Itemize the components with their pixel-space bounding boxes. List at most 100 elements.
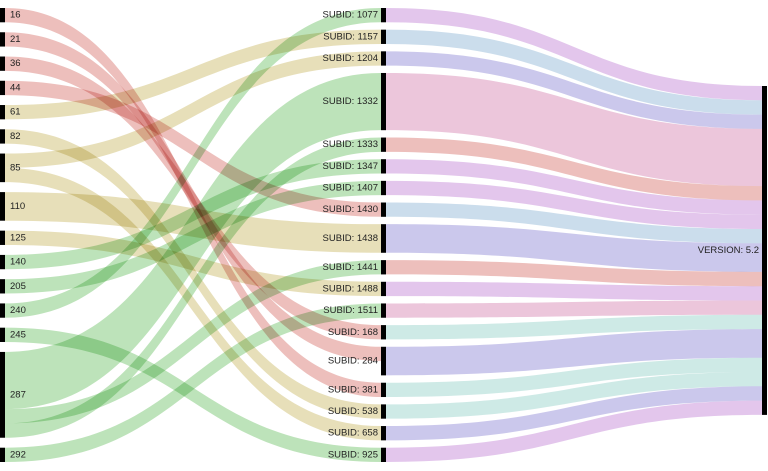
node-label-82: 82 xyxy=(10,131,21,142)
node-label-85: 85 xyxy=(10,162,21,173)
node-label-subid-1438: SUBID: 1438 xyxy=(323,233,378,244)
link-subid-1204-to-version-5-2[interactable] xyxy=(386,51,762,129)
link-subid-1077-to-version-5-2[interactable] xyxy=(386,8,762,101)
node-label-subid-1333: SUBID: 1333 xyxy=(323,139,378,150)
link-292-to-subid-1511[interactable] xyxy=(5,303,381,462)
link-subid-1430-to-version-5-2[interactable] xyxy=(386,202,762,244)
node-subid-284[interactable] xyxy=(381,346,386,376)
node-subid-1157[interactable] xyxy=(381,29,386,44)
link-61-to-subid-1157[interactable] xyxy=(5,29,381,120)
node-subid-538[interactable] xyxy=(381,404,386,419)
node-label-292: 292 xyxy=(10,449,26,460)
node-label-245: 245 xyxy=(10,329,26,340)
node-292[interactable] xyxy=(0,447,5,462)
link-subid-925-to-version-5-2[interactable] xyxy=(386,400,762,462)
node-287[interactable] xyxy=(0,351,5,438)
link-subid-381-to-version-5-2[interactable] xyxy=(386,357,762,398)
node-44[interactable] xyxy=(0,80,5,96)
node-label-subid-1157: SUBID: 1157 xyxy=(323,31,378,42)
node-label-287: 287 xyxy=(10,389,26,400)
node-label-subid-1077: SUBID: 1077 xyxy=(323,10,378,21)
node-205[interactable] xyxy=(0,279,5,294)
node-label-subid-1332: SUBID: 1332 xyxy=(323,96,378,107)
node-subid-1347[interactable] xyxy=(381,159,386,174)
node-21[interactable] xyxy=(0,32,5,47)
link-subid-538-to-version-5-2[interactable] xyxy=(386,372,762,419)
link-82-to-subid-538[interactable] xyxy=(5,129,381,419)
node-label-125: 125 xyxy=(10,232,26,243)
node-125[interactable] xyxy=(0,230,5,245)
link-245-to-subid-925[interactable] xyxy=(5,327,381,462)
node-label-205: 205 xyxy=(10,281,26,292)
node-85[interactable] xyxy=(0,153,5,183)
node-label-subid-168: SUBID: 168 xyxy=(328,327,378,338)
node-label-subid-381: SUBID: 381 xyxy=(328,384,378,395)
link-subid-1407-to-version-5-2[interactable] xyxy=(386,180,762,229)
link-subid-1438-to-version-5-2[interactable] xyxy=(386,224,762,272)
node-82[interactable] xyxy=(0,129,5,144)
link-85-to-subid-1204[interactable] xyxy=(5,51,381,168)
sankey-links xyxy=(5,8,762,462)
link-36-to-subid-168[interactable] xyxy=(5,56,381,340)
node-subid-1511[interactable] xyxy=(381,303,386,318)
node-label-110: 110 xyxy=(10,201,25,212)
link-subid-1488-to-version-5-2[interactable] xyxy=(386,281,762,301)
node-61[interactable] xyxy=(0,105,5,120)
node-version-5-2[interactable] xyxy=(762,86,767,415)
node-16[interactable] xyxy=(0,8,5,23)
node-subid-1441[interactable] xyxy=(381,260,386,275)
node-subid-925[interactable] xyxy=(381,447,386,462)
link-44-to-subid-1430[interactable] xyxy=(5,80,381,217)
node-label-subid-1347: SUBID: 1347 xyxy=(323,161,378,172)
link-85-to-subid-658[interactable] xyxy=(5,167,381,441)
node-240[interactable] xyxy=(0,303,5,318)
node-label-16: 16 xyxy=(10,10,21,21)
node-subid-658[interactable] xyxy=(381,426,386,441)
node-label-subid-658: SUBID: 658 xyxy=(328,428,378,439)
node-label-subid-1204: SUBID: 1204 xyxy=(323,53,378,64)
node-label-36: 36 xyxy=(10,58,21,69)
node-245[interactable] xyxy=(0,327,5,342)
node-label-21: 21 xyxy=(10,34,21,45)
node-label-subid-538: SUBID: 538 xyxy=(328,406,378,417)
node-label-240: 240 xyxy=(10,305,26,316)
link-subid-284-to-version-5-2[interactable] xyxy=(386,329,762,376)
sankey-nodes xyxy=(0,8,767,462)
node-subid-1488[interactable] xyxy=(381,281,386,297)
node-label-subid-1430: SUBID: 1430 xyxy=(323,204,378,215)
node-subid-1332[interactable] xyxy=(381,72,386,131)
link-subid-1441-to-version-5-2[interactable] xyxy=(386,260,762,287)
link-subid-168-to-version-5-2[interactable] xyxy=(386,314,762,340)
node-110[interactable] xyxy=(0,192,5,221)
node-label-44: 44 xyxy=(10,82,21,93)
node-label-140: 140 xyxy=(10,257,26,268)
link-subid-1347-to-version-5-2[interactable] xyxy=(386,159,762,215)
link-subid-1511-to-version-5-2[interactable] xyxy=(386,300,762,318)
node-36[interactable] xyxy=(0,56,5,71)
node-label-subid-1441: SUBID: 1441 xyxy=(323,262,378,273)
link-subid-1157-to-version-5-2[interactable] xyxy=(386,29,762,115)
sankey-labels: 16 21 36 44 61 82 85 110 125 140 205 240 245 287 292 SU… xyxy=(10,10,759,461)
node-subid-1438[interactable] xyxy=(381,224,386,253)
link-287-to-subid-1441[interactable] xyxy=(5,260,381,424)
node-label-61: 61 xyxy=(10,107,21,118)
node-subid-1430[interactable] xyxy=(381,202,386,217)
link-subid-658-to-version-5-2[interactable] xyxy=(386,386,762,441)
node-subid-381[interactable] xyxy=(381,382,386,398)
link-subid-1333-to-version-5-2[interactable] xyxy=(386,137,762,201)
node-subid-1333[interactable] xyxy=(381,137,386,152)
node-subid-168[interactable] xyxy=(381,325,386,340)
link-240-to-subid-1077[interactable] xyxy=(5,8,381,318)
link-287-to-subid-1333[interactable] xyxy=(5,137,381,438)
node-subid-1407[interactable] xyxy=(381,180,386,196)
node-subid-1204[interactable] xyxy=(381,51,386,66)
node-subid-1077[interactable] xyxy=(381,8,386,23)
node-label-version-5-2: VERSION: 5.2 xyxy=(698,245,759,256)
link-subid-1332-to-version-5-2[interactable] xyxy=(386,72,762,187)
node-label-subid-284: SUBID: 284 xyxy=(328,356,378,367)
node-label-subid-1488: SUBID: 1488 xyxy=(323,283,378,294)
link-287-to-subid-1332[interactable] xyxy=(5,72,381,410)
node-140[interactable] xyxy=(0,254,5,270)
node-label-subid-1407: SUBID: 1407 xyxy=(323,183,378,194)
